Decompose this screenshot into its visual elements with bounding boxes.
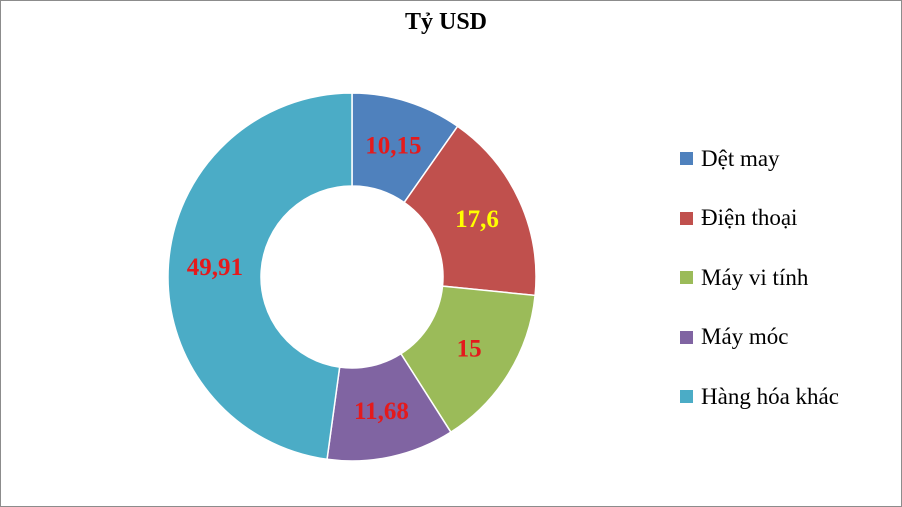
legend-label: Điện thoại	[701, 205, 798, 231]
data-label: 10,15	[365, 132, 421, 159]
chart-title: Tỷ USD	[404, 9, 488, 35]
legend-item: Hàng hóa khác	[680, 367, 895, 427]
chart-legend: Dệt may Điện thoại Máy vi tính Máy móc Hàng …	[680, 129, 895, 427]
legend-item: Điện thoại	[680, 189, 895, 249]
donut-slice	[167, 92, 353, 461]
legend-label: Hàng hóa khác	[701, 383, 839, 409]
donut-slice	[403, 125, 537, 297]
data-label: 49,91	[187, 254, 243, 281]
legend-swatch	[680, 211, 693, 225]
legend-item: Máy móc	[680, 308, 895, 368]
legend-label: Máy vi tính	[701, 264, 809, 290]
data-label: 17,6	[455, 206, 499, 233]
legend-item: Dệt may	[680, 129, 895, 189]
legend-swatch	[680, 152, 693, 166]
legend-swatch	[680, 330, 693, 344]
legend-item: Máy vi tính	[680, 248, 895, 308]
data-label: 15	[457, 336, 482, 363]
legend-label: Dệt may	[701, 145, 780, 171]
data-label: 11,68	[354, 398, 409, 425]
legend-swatch	[680, 390, 693, 404]
legend-swatch	[680, 271, 693, 285]
legend-label: Máy móc	[701, 324, 789, 350]
